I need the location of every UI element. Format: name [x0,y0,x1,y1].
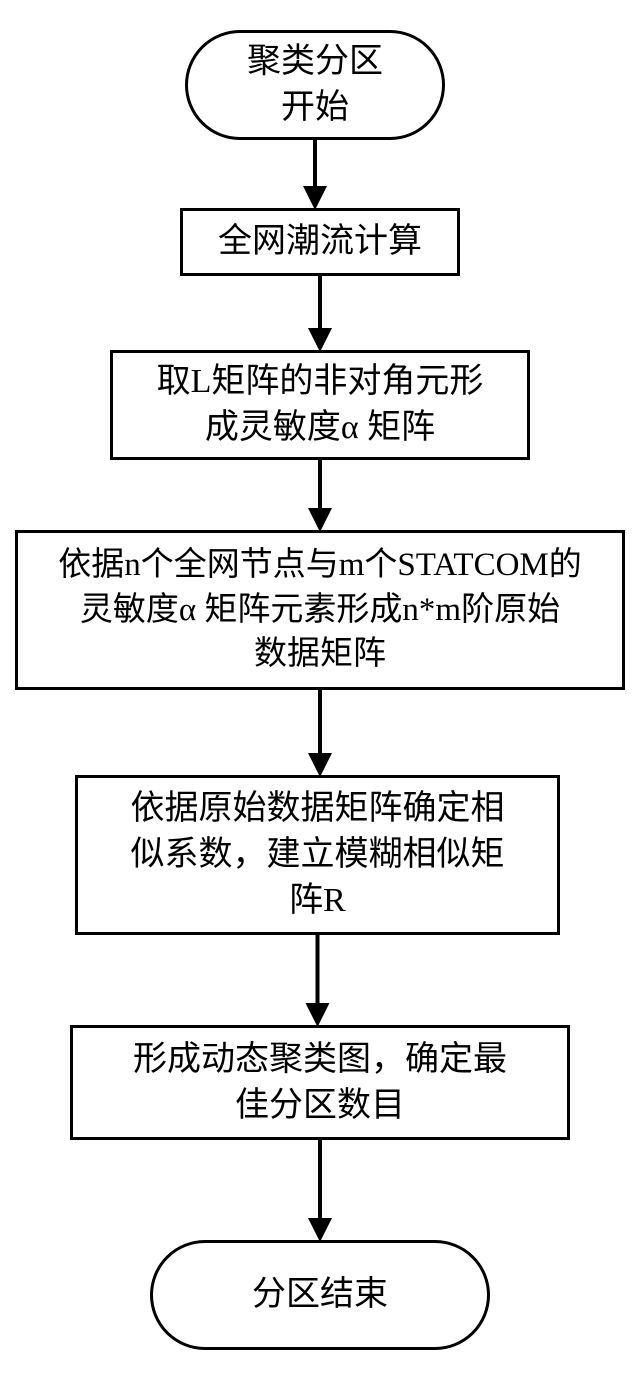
flow-node-n5: 形成动态聚类图，确定最佳分区数目 [70,1025,570,1140]
flow-node-n2: 取L矩阵的非对角元形成灵敏度α 矩阵 [110,350,530,460]
flow-node-n4: 依据原始数据矩阵确定相似系数，建立模糊相似矩阵R [75,775,560,935]
flow-node-n0: 聚类分区开始 [185,30,445,140]
flowchart-container: 聚类分区开始全网潮流计算取L矩阵的非对角元形成灵敏度α 矩阵依据n个全网节点与m… [0,0,639,1390]
flow-node-n6: 分区结束 [150,1240,490,1350]
flow-node-n3: 依据n个全网节点与m个STATCOM的灵敏度α 矩阵元素形成n*m阶原始数据矩阵 [15,530,625,690]
flow-node-n1: 全网潮流计算 [180,208,460,276]
